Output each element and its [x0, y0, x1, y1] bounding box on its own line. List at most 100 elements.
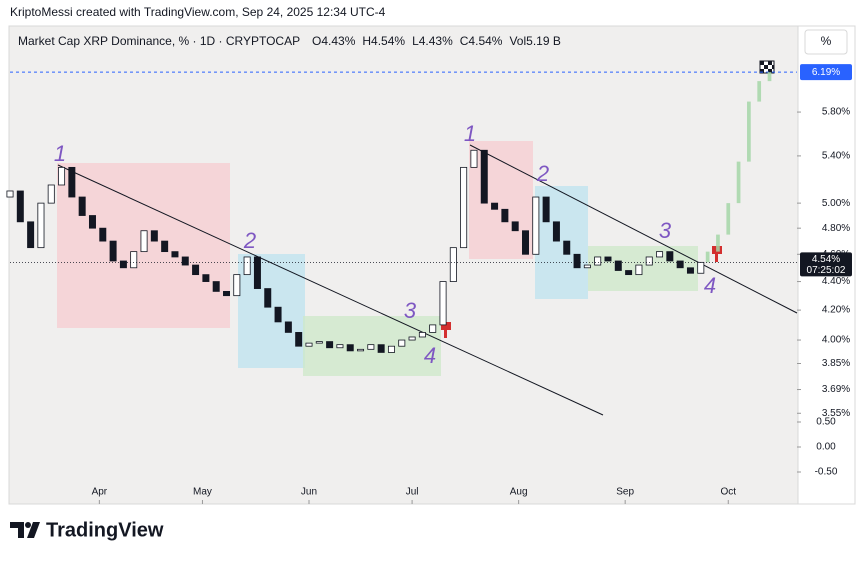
candle: [99, 227, 107, 242]
symbol-title: Market Cap XRP Dominance, % · 1D · CRYPT…: [18, 34, 300, 48]
candle: [552, 221, 560, 242]
wave-label: 2: [536, 161, 549, 186]
candle: [37, 202, 45, 249]
candle: [666, 251, 674, 262]
candle: [460, 166, 468, 249]
candle: [161, 240, 169, 253]
candle: [377, 344, 385, 353]
candle: [522, 230, 529, 255]
candle: [16, 190, 24, 223]
candle: [27, 221, 35, 249]
candle: [387, 345, 395, 353]
candle: [367, 344, 375, 350]
y-tick-label: 4.20%: [822, 305, 850, 316]
checkered-flag: [759, 60, 775, 74]
candle: [604, 256, 612, 262]
wave-label: 4: [704, 273, 716, 298]
target-box: [800, 64, 852, 81]
projection-bar: [747, 101, 751, 162]
candle: [563, 240, 571, 255]
projection-bar: [726, 203, 731, 235]
ohlc-value: C4.54%: [460, 34, 503, 48]
candle: [243, 256, 251, 276]
candle: [398, 339, 406, 347]
candle: [480, 149, 488, 204]
y-tick-label: 4.80%: [822, 223, 850, 234]
scale-button-label[interactable]: %: [821, 34, 832, 48]
wave-label: 4: [424, 343, 436, 368]
candle: [501, 208, 509, 223]
ohlc-value: L4.43%: [412, 34, 453, 48]
x-tick-label: Sep: [616, 487, 634, 498]
candle: [212, 281, 220, 292]
candle: [336, 344, 344, 349]
candle: [542, 196, 550, 223]
projection-bar: [716, 234, 720, 252]
target-label: 6.19%: [812, 67, 840, 78]
candle: [305, 342, 313, 347]
last-price-box: [800, 252, 852, 277]
tv-logo: [10, 522, 40, 538]
candle: [470, 149, 478, 168]
candle: [88, 215, 96, 229]
candle: [315, 341, 323, 344]
candle: [295, 332, 303, 347]
candle: [171, 251, 179, 258]
flag-icon: [441, 322, 451, 338]
x-tick-label: Aug: [510, 487, 528, 498]
y2-tick-label: 0.00: [816, 442, 836, 453]
wave-label: 1: [464, 121, 476, 146]
candle: [58, 166, 66, 186]
y2-tick-label: 0.50: [816, 417, 836, 428]
y-tick-label: 5.40%: [822, 151, 850, 162]
candle: [6, 190, 14, 198]
candle: [202, 274, 210, 282]
last-price-label: 4.54%: [812, 254, 840, 265]
projection-bar: [757, 81, 762, 102]
x-tick-label: Jun: [301, 487, 317, 498]
ohlc-info: O4.43% H4.54% L4.43% C4.54% Vol5.19 B: [312, 34, 561, 48]
candle: [439, 281, 447, 326]
candle: [181, 256, 189, 266]
y2-tick-label: -0.50: [815, 467, 838, 478]
candle: [429, 324, 437, 333]
x-tick-label: Apr: [92, 487, 108, 498]
candle: [449, 247, 457, 282]
header: KriptoMessi created with TradingView.com…: [10, 5, 386, 19]
scale-button[interactable]: [804, 29, 848, 55]
candle: [119, 260, 127, 269]
candle: [284, 321, 292, 333]
y-tick-label: 4.40%: [822, 276, 850, 287]
x-tick-label: May: [193, 487, 212, 498]
candle: [233, 274, 241, 297]
candle: [408, 336, 416, 341]
zones: [57, 60, 798, 416]
projection-bar: [705, 251, 710, 263]
candle: [635, 264, 643, 276]
y-tick-label: 4.00%: [822, 335, 850, 346]
candle: [418, 332, 426, 338]
candle: [491, 202, 499, 210]
ohlc-value: Vol5.19 B: [509, 34, 560, 48]
ohlc-value: O4.43%: [312, 34, 356, 48]
candle: [573, 253, 581, 269]
candle: [625, 270, 633, 276]
candle: [656, 251, 664, 258]
y-tick-label: 5.00%: [822, 198, 850, 209]
candle: [676, 260, 684, 269]
wave-label: 1: [54, 141, 66, 166]
candle: [253, 256, 261, 289]
candle: [614, 260, 622, 271]
y-tick-label: 5.80%: [822, 107, 850, 118]
x-tick-label: Oct: [720, 487, 736, 498]
candle: [140, 230, 148, 253]
candle: [697, 261, 705, 274]
projection-bar: [736, 161, 741, 204]
candle: [594, 256, 602, 266]
zone: [588, 246, 698, 291]
x-tick-label: Jul: [406, 487, 419, 498]
candle: [68, 166, 76, 198]
y-tick-label: 3.69%: [822, 384, 850, 395]
